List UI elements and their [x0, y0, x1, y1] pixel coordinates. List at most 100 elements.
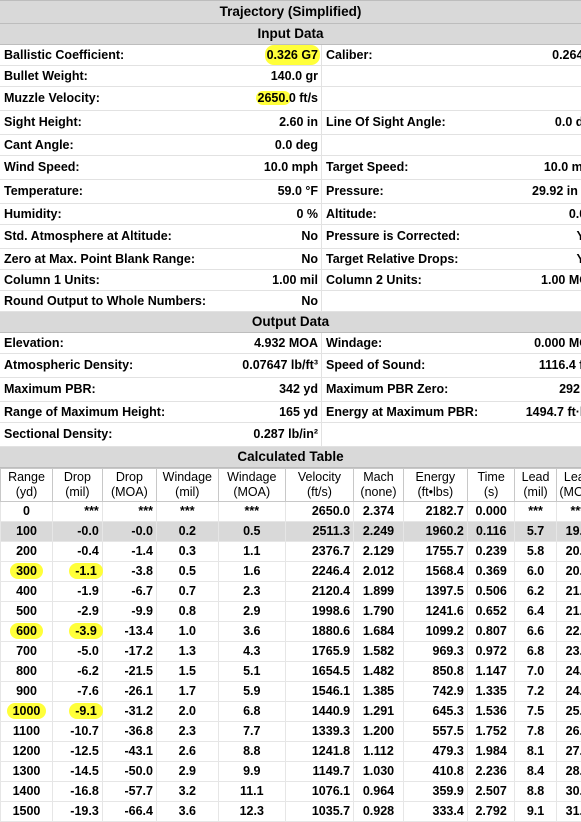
table-cell-value: 1.790: [363, 604, 394, 618]
input-label-2: Pressure is Corrected:: [326, 225, 460, 248]
table-cell-value: 1000: [7, 703, 47, 719]
table-cell-value: 1755.7: [426, 544, 464, 558]
table-cell-value: 7.5: [527, 704, 544, 718]
table-cell: 27.8: [556, 742, 581, 762]
table-cell: -50.0: [102, 762, 156, 782]
table-cell-value: 8.4: [527, 764, 544, 778]
column-header: Range(yd): [1, 469, 53, 502]
table-cell-value: 500: [16, 604, 37, 618]
table-cell: 1.0: [156, 622, 218, 642]
table-cell: 2.374: [354, 502, 404, 522]
table-cell: 0.928: [354, 802, 404, 822]
table-cell-value: 0.964: [363, 784, 394, 798]
table-cell-value: 7.2: [527, 684, 544, 698]
table-cell: 24.9: [556, 682, 581, 702]
table-cell-value: 1765.9: [312, 644, 350, 658]
table-cell: 3.2: [156, 782, 218, 802]
table-cell-value: 0.928: [363, 804, 394, 818]
table-cell-value: 22.6: [566, 624, 581, 638]
table-cell: -36.8: [102, 722, 156, 742]
column-header: Drop(MOA): [102, 469, 156, 502]
table-cell-value: 2.0: [179, 704, 196, 718]
table-cell: -31.2: [102, 702, 156, 722]
output-label-2: Maximum PBR Zero:: [326, 378, 448, 401]
column-header-name: Windage: [157, 470, 218, 485]
table-cell: -0.0: [52, 522, 102, 542]
table-cell: 25.8: [556, 702, 581, 722]
table-cell: 7.2: [515, 682, 556, 702]
table-cell-value: -1.1: [69, 563, 103, 579]
table-cell: 6.8: [218, 702, 285, 722]
table-cell: 1755.7: [403, 542, 467, 562]
table-cell-value: 1397.5: [426, 584, 464, 598]
table-cell-value: 28.9: [566, 764, 581, 778]
table-cell-value: 7.8: [527, 724, 544, 738]
table-cell: 2.9: [156, 762, 218, 782]
table-cell-value: -1.9: [77, 584, 99, 598]
table-cell-value: 1149.7: [313, 764, 351, 778]
table-cell-value: 5.9: [243, 684, 260, 698]
table-cell-value: 20.1: [566, 544, 581, 558]
table-cell: ***: [52, 502, 102, 522]
table-cell-value: 1100: [13, 724, 40, 738]
table-cell-value: -19.3: [70, 804, 99, 818]
input-label: Column 1 Units:: [4, 270, 100, 290]
input-label: Ballistic Coefficient:: [4, 45, 124, 65]
input-value: 10.0 mph: [264, 156, 318, 179]
table-cell: 21.9: [556, 602, 581, 622]
table-cell-value: 1.536: [475, 704, 506, 718]
table-cell-value: 6.8: [527, 644, 544, 658]
table-cell-value: 1076.1: [312, 784, 350, 798]
table-cell-value: 100: [16, 524, 37, 538]
table-cell-value: 557.5: [433, 724, 464, 738]
table-cell: 5.7: [515, 522, 556, 542]
table-cell: 9.1: [515, 802, 556, 822]
table-cell: 6.2: [515, 582, 556, 602]
table-cell: 1546.1: [285, 682, 353, 702]
table-cell: 2.792: [467, 802, 515, 822]
table-cell-value: 0.5: [243, 524, 260, 538]
table-cell-value: 700: [16, 644, 37, 658]
table-cell-value: 6.0: [527, 564, 544, 578]
table-cell-value: 2650.0: [312, 504, 350, 518]
column-header: Time(s): [467, 469, 515, 502]
input-value-2: 10.0 mph: [478, 156, 581, 179]
table-cell: 2.9: [218, 602, 285, 622]
table-cell-value: -9.9: [131, 604, 153, 618]
table-cell: 359.9: [403, 782, 467, 802]
table-cell: 0.2: [156, 522, 218, 542]
column-header-unit: (mil): [53, 485, 102, 500]
input-value-2: Yes: [478, 225, 581, 248]
table-cell-value: 0.506: [475, 584, 506, 598]
table-cell-value: 0.000: [475, 504, 506, 518]
table-cell: 1654.5: [285, 662, 353, 682]
table-cell: ***: [102, 502, 156, 522]
column-header: Drop(mil): [52, 469, 102, 502]
input-row: Humidity:0 %Altitude:0.0 ft: [0, 204, 581, 225]
table-cell: -1.1: [52, 562, 102, 582]
table-cell: 2120.4: [285, 582, 353, 602]
table-cell: 1.536: [467, 702, 515, 722]
table-cell-value: 9.9: [243, 764, 260, 778]
table-cell: 1200: [1, 742, 53, 762]
table-cell-value: 1.147: [475, 664, 506, 678]
table-cell: -16.8: [52, 782, 102, 802]
table-cell-value: 5.1: [243, 664, 260, 678]
table-cell: 645.3: [403, 702, 467, 722]
column-header-name: Energy: [404, 470, 467, 485]
table-cell: 1035.7: [285, 802, 353, 822]
table-cell: 1880.6: [285, 622, 353, 642]
table-cell: 700: [1, 642, 53, 662]
table-cell: 6.4: [515, 602, 556, 622]
output-row: Sectional Density:0.287 lb/in²: [0, 423, 581, 447]
table-cell-value: 742.9: [433, 684, 464, 698]
input-label: Cant Angle:: [4, 135, 74, 155]
table-cell: 2650.0: [285, 502, 353, 522]
